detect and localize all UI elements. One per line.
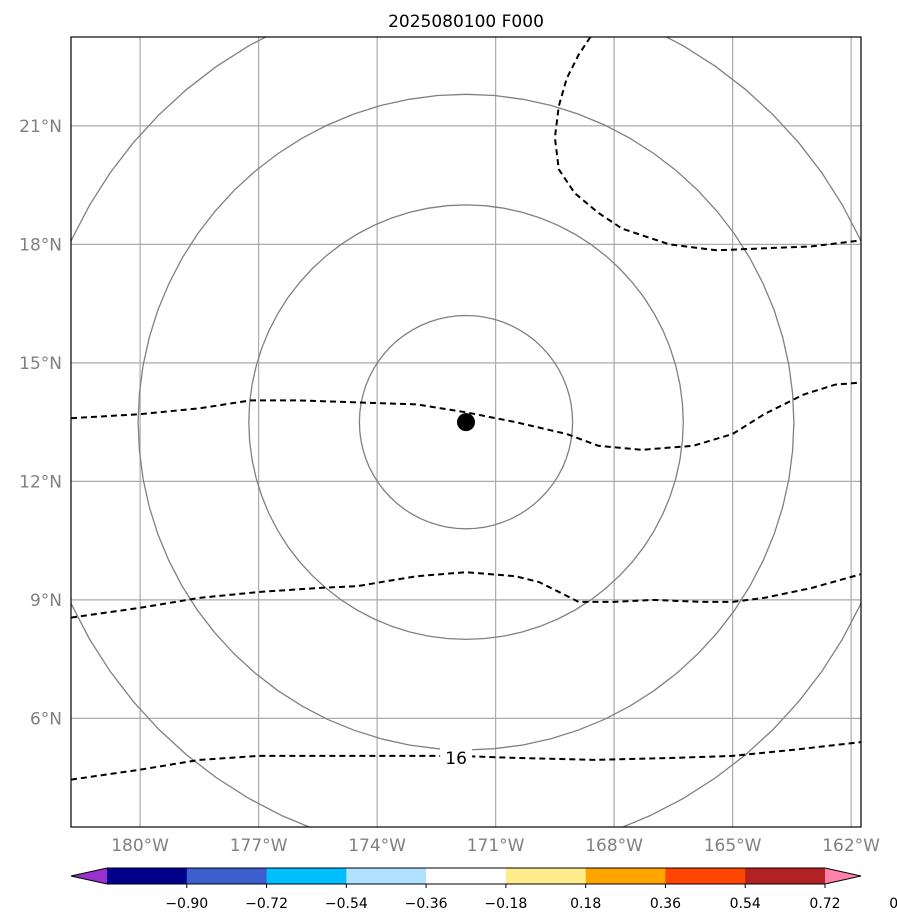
range-ring [137, 93, 795, 751]
colorbar-extend-high [825, 868, 861, 884]
colorbar-label: −0.54 [325, 896, 368, 912]
longitude-tick-label: 165°W [704, 836, 762, 856]
figure-title: 2025080100 F000 [388, 12, 544, 32]
latitude-tick-label: 6°N [30, 709, 62, 729]
colorbar-segment [585, 868, 666, 884]
longitude-tick-label: 171°W [467, 836, 525, 856]
colorbar-extend-low [71, 868, 107, 884]
contour-south [71, 571, 861, 619]
latitude-tick-labels: 21°N 18°N 15°N 12°N 9°N 6°N [19, 117, 62, 730]
longitude-tick-label: 174°W [348, 836, 406, 856]
contour-lines: 16 [71, 37, 861, 781]
colorbar-segment [665, 868, 746, 884]
latitude-tick-label: 9°N [30, 591, 62, 611]
colorbar-segment [745, 868, 826, 884]
colorbar-segment [107, 868, 188, 884]
colorbar-segment [186, 868, 268, 884]
colorbar-segment [266, 868, 347, 884]
longitude-tick-label: 177°W [230, 836, 288, 856]
range-ring [358, 314, 574, 530]
colorbar-label: 0.54 [730, 896, 761, 912]
colorbar-segment [505, 868, 587, 884]
longitude-tick-label: 162°W [822, 836, 880, 856]
range-ring [71, 37, 861, 827]
colorbar-label: 0.18 [570, 896, 601, 912]
longitude-tick-label: 180°W [111, 836, 169, 856]
latitude-tick-label: 18°N [19, 235, 62, 255]
storm-center-marker [457, 413, 475, 432]
contour-16 [71, 741, 861, 781]
latitude-tick-label: 15°N [19, 354, 62, 374]
colorbar-outline [70, 867, 862, 885]
contour-label-background [440, 745, 473, 768]
longitude-tick-label: 168°W [585, 836, 643, 856]
latitude-tick-label: 21°N [19, 117, 62, 137]
colorbar: −0.90 −0.72 −0.54 −0.36 −0.18 0.18 0.36 0.54 0.7… [70, 867, 897, 912]
latitude-tick-label: 12°N [19, 472, 62, 492]
colorbar-label: 0.36 [650, 896, 681, 912]
colorbar-label: −0.18 [484, 896, 527, 912]
colorbar-label: −0.36 [405, 896, 448, 912]
lat-lon-gridlines [71, 37, 861, 827]
range-ring [248, 204, 684, 641]
range-rings [71, 37, 861, 827]
longitude-tick-labels: 180°W 177°W 174°W 171°W 168°W 165°W 162°W [111, 836, 880, 856]
colorbar-segment [426, 868, 507, 884]
colorbar-label: 0.90 [889, 896, 897, 912]
contour-north [553, 37, 861, 252]
colorbar-segment [346, 868, 427, 884]
colorbar-label: 0.72 [809, 896, 840, 912]
colorbar-label: −0.90 [165, 896, 208, 912]
map-frame [70, 36, 862, 828]
colorbar-label: −0.72 [245, 896, 288, 912]
contour-label: 16 [445, 749, 467, 769]
contour-middle [71, 381, 861, 451]
